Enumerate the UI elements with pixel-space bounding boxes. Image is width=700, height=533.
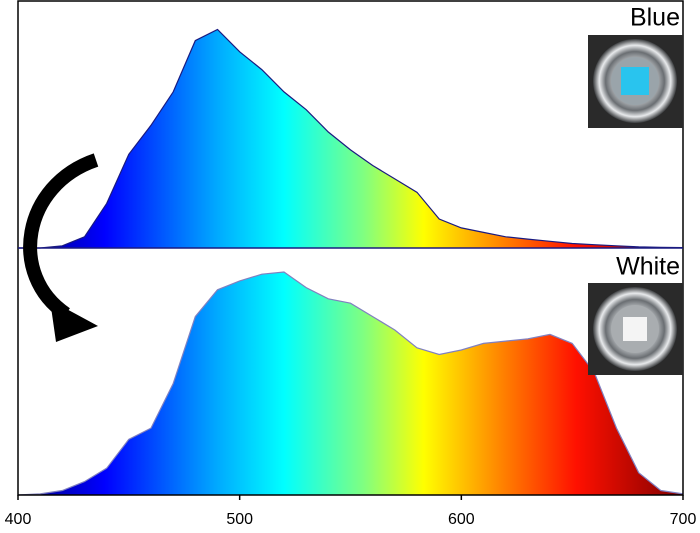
spectrum-area [18,272,683,495]
photo-white [588,283,683,375]
arrow [23,153,99,342]
plots [17,28,684,496]
spectrum-area [18,29,683,248]
x-tick-label: 400 [5,511,32,528]
x-tick-label: 500 [226,511,253,528]
x-tick-label: 600 [448,511,475,528]
x-tick-label: 700 [670,511,697,528]
spectrum-line [17,271,684,496]
photo-blue [588,35,683,128]
spectrum-line [18,28,684,249]
panel-title: Blue [630,4,680,32]
panel-title: White [616,253,680,281]
